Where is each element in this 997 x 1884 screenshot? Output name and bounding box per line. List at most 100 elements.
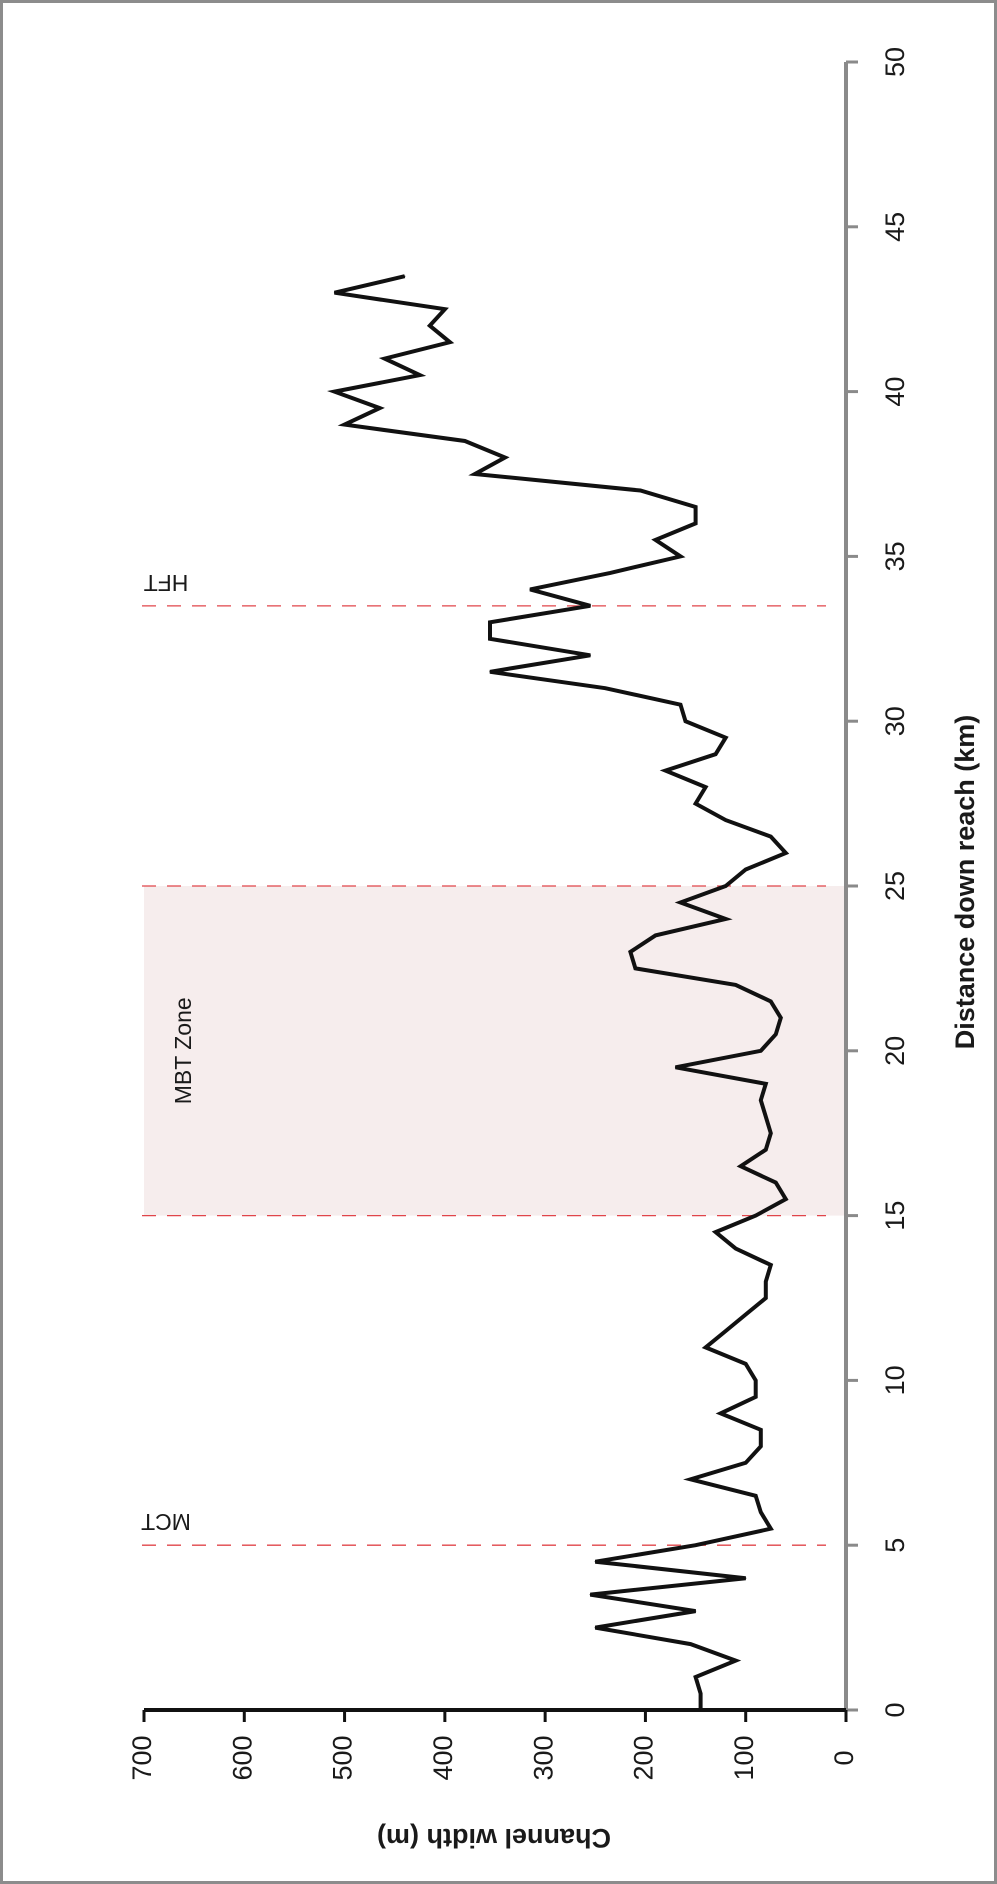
x-tick-label: 40 — [880, 377, 910, 407]
data-point — [654, 934, 657, 937]
data-point — [755, 1495, 757, 1497]
data-point — [740, 1165, 742, 1167]
data-point — [504, 456, 506, 459]
data-point — [589, 654, 591, 656]
data-point — [634, 967, 637, 970]
y-tick-label: 0 — [829, 1750, 859, 1765]
data-point — [674, 1066, 677, 1068]
data-point — [684, 720, 687, 722]
data-point — [715, 1231, 717, 1233]
data-point — [689, 1643, 692, 1645]
data-point — [689, 1478, 692, 1480]
data-point — [594, 1627, 596, 1629]
x-tick-label: 10 — [880, 1365, 910, 1395]
data-point — [745, 1363, 747, 1365]
data-point — [735, 984, 737, 986]
data-point — [705, 786, 707, 788]
reference-line-label: MCT — [141, 1509, 191, 1535]
data-point — [489, 671, 491, 673]
data-point — [760, 1429, 762, 1431]
data-point — [699, 1709, 702, 1711]
x-tick-label: 50 — [880, 47, 910, 77]
x-tick-label: 20 — [880, 1036, 910, 1066]
data-point — [609, 572, 611, 574]
data-point — [775, 1033, 777, 1035]
data-point — [699, 1692, 702, 1695]
data-point — [694, 803, 697, 805]
data-point — [589, 605, 591, 607]
series-line-channel-width — [327, 274, 790, 1710]
data-point — [745, 1577, 747, 1579]
x-tick-label: 45 — [880, 212, 910, 242]
y-tick-label: 600 — [227, 1735, 257, 1780]
data-point — [694, 506, 697, 508]
x-tick-label: 25 — [880, 871, 910, 901]
data-point — [770, 1264, 772, 1266]
data-point — [419, 374, 421, 376]
data-point — [639, 489, 642, 492]
data-point — [404, 275, 406, 277]
y-tick-label: 700 — [127, 1735, 157, 1780]
data-point — [333, 292, 336, 294]
x-tick-label: 5 — [880, 1538, 910, 1553]
y-tick-label: 500 — [328, 1735, 358, 1780]
data-point — [765, 1116, 767, 1118]
data-point — [694, 1676, 697, 1678]
x-tick-label: 35 — [880, 541, 910, 571]
data-point — [333, 391, 336, 393]
data-point — [725, 918, 727, 920]
data-point — [760, 1050, 762, 1052]
data-point — [664, 770, 667, 772]
data-point — [489, 638, 491, 640]
data-point — [489, 621, 491, 623]
data-point — [529, 588, 531, 590]
data-point — [715, 753, 717, 755]
shaded-region-layer — [144, 886, 846, 1216]
data-point — [679, 704, 682, 706]
data-point — [770, 1132, 772, 1134]
data-point — [745, 1462, 747, 1464]
data-point — [654, 539, 657, 541]
data-point — [343, 423, 346, 426]
data-point — [725, 819, 727, 821]
shaded-region-label: MBT Zone — [170, 997, 196, 1104]
data-point — [745, 868, 747, 871]
data-point — [745, 1313, 747, 1316]
data-point — [449, 341, 451, 343]
data-point — [429, 325, 431, 327]
data-point — [694, 1544, 697, 1546]
data-point — [735, 1659, 737, 1662]
y-tick-label: 300 — [528, 1735, 558, 1780]
data-point — [725, 1330, 727, 1332]
data-point — [770, 1528, 772, 1530]
data-point — [765, 1149, 767, 1151]
data-point — [594, 1561, 596, 1563]
data-point — [760, 1099, 762, 1101]
x-axis-title: Distance down reach (km) — [950, 715, 980, 1050]
data-point — [765, 1280, 767, 1283]
data-point — [679, 901, 682, 904]
y-tick-label: 200 — [629, 1735, 659, 1780]
data-point — [755, 1215, 757, 1217]
data-point — [760, 1511, 762, 1513]
data-point — [474, 473, 476, 475]
y-tick-label: 400 — [428, 1735, 458, 1780]
data-point — [725, 737, 727, 739]
data-point — [629, 951, 631, 953]
data-point — [760, 1445, 762, 1447]
data-point — [785, 852, 787, 854]
shaded-region-mbt-zone — [144, 886, 846, 1216]
x-tick-label: 15 — [880, 1201, 910, 1231]
data-point — [379, 407, 381, 409]
data-point — [775, 1182, 777, 1184]
x-tick-label: 0 — [880, 1702, 910, 1717]
data-point — [694, 1610, 697, 1612]
data-point — [755, 1396, 757, 1398]
data-point — [720, 1412, 722, 1414]
data-point — [770, 1000, 772, 1002]
data-point — [604, 687, 606, 689]
data-point — [735, 1247, 737, 1250]
reference-line-layer — [142, 605, 826, 1546]
data-point — [765, 1083, 767, 1085]
